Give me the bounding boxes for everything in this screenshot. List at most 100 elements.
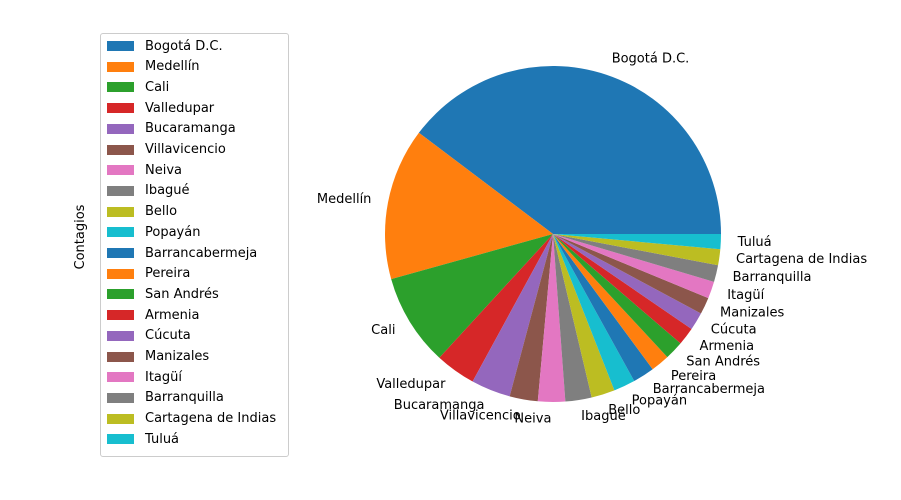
pie-slice-barrancabermeja — [553, 234, 653, 382]
pie-slice-pereira — [553, 234, 668, 370]
slice-label-valledupar: Valledupar — [376, 377, 446, 392]
legend-swatch — [107, 82, 134, 93]
pie-slice-cucuta — [553, 234, 701, 330]
legend: Bogotá D.C. Medellín Cali Valledupar Bucaram… — [100, 33, 289, 457]
pie-slice-medellin — [385, 132, 553, 280]
pie-slice-ibague — [553, 234, 592, 402]
legend-swatch — [107, 413, 134, 424]
y-axis-label: Contagios — [73, 204, 88, 269]
slice-label-armenia: Armenia — [700, 339, 755, 354]
pie-slice-neiva — [537, 234, 566, 402]
slice-label-bogota-d-c: Bogotá D.C. — [612, 51, 690, 66]
legend-item-tulua: Tuluá — [107, 431, 179, 447]
legend-label: Tuluá — [145, 431, 180, 447]
slice-label-medellin: Medellín — [317, 192, 372, 207]
legend-item-medellin: Medellín — [107, 59, 200, 75]
pie-slice-cali — [391, 234, 553, 358]
slice-label-cali: Cali — [371, 323, 395, 338]
legend-item-bucaramanga: Bucaramanga — [107, 121, 236, 137]
legend-label: Itagüí — [145, 369, 183, 385]
legend-swatch — [107, 206, 134, 217]
pie-slice-armenia — [553, 234, 692, 344]
legend-swatch — [107, 330, 134, 341]
pie-slice-valledupar — [439, 234, 553, 382]
pie-slice-bucaramanga — [472, 234, 553, 397]
legend-swatch — [107, 185, 134, 196]
pie-slice-san-andres — [553, 234, 681, 358]
legend-swatch — [107, 289, 134, 300]
slice-label-tulua: Tuluá — [737, 235, 772, 250]
legend-label: Villavicencio — [145, 142, 226, 157]
legend-item-cartagena-de-indias: Cartagena de Indias — [107, 411, 276, 427]
legend-swatch — [107, 310, 134, 321]
legend-swatch — [107, 144, 134, 155]
legend-item-san-andres: San Andrés — [107, 286, 219, 302]
legend-label: Cartagena de Indias — [145, 411, 277, 427]
legend-label: Armenia — [145, 307, 200, 323]
legend-label: Manizales — [145, 349, 210, 364]
pie-slices — [385, 65, 721, 402]
legend-swatch — [107, 392, 134, 403]
slice-label-barrancabermeja: Barrancabermeja — [653, 382, 765, 397]
slice-label-bucaramanga: Bucaramanga — [394, 398, 485, 413]
legend-label: Popayán — [145, 224, 201, 240]
legend-swatch — [107, 103, 134, 114]
legend-swatch — [107, 61, 134, 72]
slice-label-villavicencio: Villavicencio — [440, 408, 521, 423]
legend-label: Pereira — [145, 266, 191, 282]
legend-swatch — [107, 372, 134, 383]
legend-label: Bello — [145, 204, 178, 220]
legend-swatch — [107, 248, 134, 258]
legend-swatch — [107, 351, 134, 362]
slice-label-cucuta: Cúcuta — [711, 323, 757, 338]
pie-slice-barranquilla — [553, 234, 719, 282]
legend-item-bogota-d-c: Bogotá D.C. — [107, 38, 223, 54]
legend-item-manizales: Manizales — [107, 349, 209, 365]
legend-item-itagui: Itagüí — [107, 369, 182, 385]
legend-label: Bogotá D.C. — [145, 38, 223, 54]
slice-label-itagui: Itagüí — [727, 288, 764, 303]
legend-label: Bucaramanga — [145, 121, 236, 137]
legend-swatch — [107, 123, 134, 134]
legend-item-bello: Bello — [107, 204, 177, 220]
legend-item-popayan: Popayán — [107, 224, 200, 240]
pie-slice-villavicencio — [509, 234, 553, 402]
legend-label: Barranquilla — [145, 390, 224, 406]
legend-swatch — [107, 41, 134, 51]
legend-label: Cúcuta — [145, 328, 191, 344]
pie-slice-labels: Bogotá D.C. Medellín Cali Valledupar Bucaram… — [317, 51, 867, 426]
slice-label-ibague: Ibagué — [581, 409, 626, 424]
slice-label-neiva: Neiva — [514, 411, 551, 426]
pie-slice-bogota-d-c — [418, 65, 721, 234]
legend-item-pereira: Pereira — [107, 266, 190, 282]
slice-label-barranquilla: Barranquilla — [733, 270, 812, 285]
legend-swatch — [107, 268, 134, 279]
slice-label-pereira: Pereira — [671, 369, 716, 384]
legend-label: Neiva — [145, 162, 182, 178]
pie-slice-cartagena-de-indias — [553, 234, 721, 266]
slice-label-san-andres: San Andrés — [686, 355, 760, 370]
legend-label: Ibagué — [145, 183, 190, 199]
slice-label-popayan: Popayán — [632, 394, 687, 409]
legend-item-ibague: Ibagué — [107, 183, 190, 199]
pie-slice-bello — [553, 234, 615, 398]
legend-label: San Andrés — [145, 286, 219, 302]
legend-swatch — [107, 165, 134, 176]
legend-swatch — [107, 227, 134, 238]
legend-label: Cali — [145, 79, 170, 95]
legend-item-barrancabermeja: Barrancabermeja — [107, 245, 257, 261]
legend-item-valledupar: Valledupar — [107, 100, 214, 116]
legend-label: Valledupar — [145, 100, 215, 116]
legend-item-cucuta: Cúcuta — [107, 328, 191, 344]
pie-slice-popayan — [553, 234, 635, 391]
slice-label-manizales: Manizales — [720, 306, 784, 321]
slice-label-bello: Bello — [608, 403, 640, 418]
legend-label: Barrancabermeja — [145, 245, 258, 261]
legend-label: Medellín — [145, 59, 200, 75]
legend-item-barranquilla: Barranquilla — [107, 390, 224, 406]
slice-label-cartagena-de-indias: Cartagena de Indias — [736, 252, 867, 267]
legend-item-cali: Cali — [107, 79, 169, 95]
pie-slice-manizales — [553, 234, 709, 314]
legend-item-neiva: Neiva — [107, 162, 182, 178]
